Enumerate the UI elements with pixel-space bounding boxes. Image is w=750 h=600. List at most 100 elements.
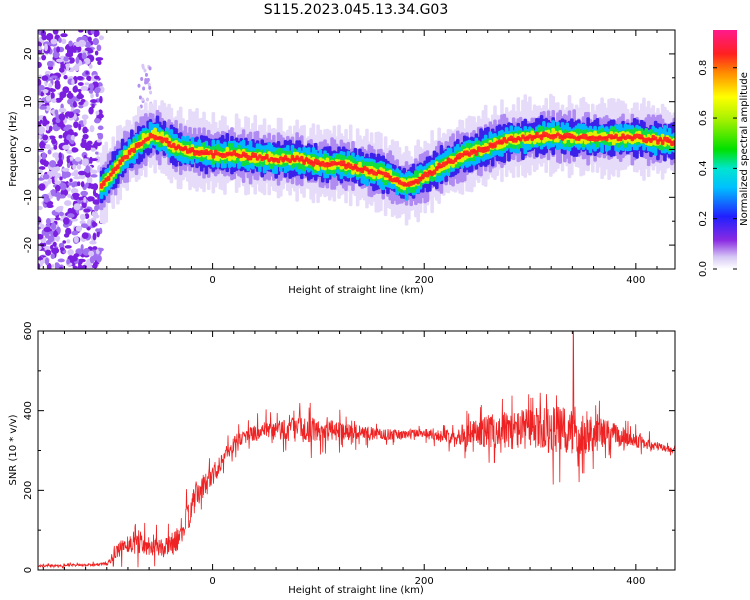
noise-blob	[84, 41, 92, 48]
noise-blob	[50, 75, 58, 79]
noise-blob	[66, 157, 71, 164]
noise-blob	[50, 253, 55, 260]
noise-blob	[99, 95, 103, 104]
noise-blob	[77, 82, 84, 86]
spectrogram-peak-cell	[489, 144, 497, 147]
noise-blob	[56, 58, 64, 63]
noise-blob	[54, 82, 61, 90]
spectrogram-peak-cell	[393, 179, 401, 183]
noise-blob	[66, 258, 71, 265]
noise-blob	[67, 111, 75, 118]
noise-blob	[92, 261, 98, 269]
noise-blob	[39, 119, 43, 124]
noise-blob	[69, 178, 73, 183]
noise-blob	[38, 126, 46, 134]
spectrogram-ridge-cell	[132, 147, 136, 154]
spectrogram-peak-cell	[497, 141, 505, 144]
noise-blob	[38, 45, 43, 52]
noise-blob	[38, 233, 44, 240]
noise-blob	[85, 182, 89, 188]
spectrogram-peak-cell	[594, 136, 602, 139]
noise-blob	[91, 211, 96, 217]
noise-blob	[97, 125, 104, 131]
noise-blob	[51, 138, 57, 145]
spectrogram-ridge-cell	[109, 172, 113, 177]
noise-blob	[71, 78, 75, 86]
noise-blob	[38, 226, 41, 230]
noise-blob	[57, 258, 65, 263]
noise-blob	[50, 189, 56, 197]
noise-blob	[38, 166, 46, 171]
spectrogram-peak-cell	[366, 169, 374, 172]
snr-series-line	[38, 331, 675, 570]
noise-blob	[83, 118, 87, 126]
noise-blob	[95, 151, 99, 155]
noise-blob	[50, 222, 57, 230]
noise-blob	[58, 107, 67, 113]
noise-blob	[89, 240, 97, 245]
spectrogram-ylabel: Frequency (Hz)	[8, 111, 19, 187]
noise-blob	[88, 106, 94, 115]
colorbar-tick-label: 0.4	[698, 160, 709, 176]
noise-blob	[67, 248, 74, 256]
noise-blob	[140, 76, 144, 81]
noise-blob	[40, 259, 45, 265]
noise-blob	[138, 95, 142, 100]
snr-ytick-label: 200	[23, 481, 34, 500]
spectrogram-peak-cell	[218, 152, 226, 156]
noise-blob	[72, 147, 79, 153]
noise-blob	[79, 213, 86, 221]
noise-blob	[68, 40, 73, 47]
spectrogram-peak-cell	[233, 153, 241, 156]
spectrogram-peak-cell	[480, 146, 488, 150]
noise-blob	[55, 118, 61, 124]
spectrogram-ridge-cell	[116, 164, 120, 170]
noise-blob	[46, 201, 53, 208]
snr-xtick-label: 0	[209, 576, 215, 587]
noise-blob	[137, 83, 141, 88]
colorbar-ticks: 0.0 0.2 0.4 0.6 0.8	[698, 60, 737, 277]
noise-blob	[78, 196, 84, 201]
noise-blob	[81, 114, 89, 120]
spectrogram-ytick-label: 20	[23, 48, 34, 61]
noise-blob	[41, 152, 47, 160]
snr-xtick-label: 200	[415, 576, 434, 587]
noise-blob	[59, 247, 65, 252]
noise-blob	[52, 51, 60, 59]
noise-blob	[54, 175, 58, 183]
spectrogram-peak-cell	[195, 150, 203, 154]
noise-blob	[38, 84, 45, 91]
noise-blob	[80, 181, 85, 188]
noise-blob	[47, 149, 52, 155]
noise-blob	[86, 140, 93, 146]
noise-blob	[63, 56, 69, 62]
noise-blob	[90, 30, 95, 34]
noise-blob	[92, 199, 100, 205]
noise-blob	[96, 230, 100, 238]
noise-blob	[91, 103, 95, 109]
spectrogram-peak-cell	[271, 157, 279, 161]
noise-blob	[44, 231, 48, 236]
spectrogram-peak-cell	[351, 166, 359, 169]
noise-blob	[73, 108, 81, 114]
noise-blob	[79, 220, 86, 225]
spectrogram-peak-cell	[471, 150, 479, 153]
noise-blob	[86, 196, 95, 202]
noise-blob	[63, 217, 70, 225]
spectrogram-peak-cell	[435, 166, 443, 169]
noise-blob	[84, 213, 90, 220]
noise-blob	[76, 164, 82, 170]
noise-blob	[67, 193, 72, 198]
noise-blob	[84, 82, 90, 86]
noise-blob	[41, 231, 46, 236]
noise-blob	[144, 72, 148, 77]
noise-blob	[42, 89, 49, 94]
noise-blob	[87, 49, 94, 54]
spectrogram-peak-cell	[181, 147, 189, 151]
noise-blob	[42, 173, 50, 180]
snr-panel: 0 200 400 0 200 400 600 Height of straight lin…	[8, 321, 676, 596]
noise-blob	[55, 97, 62, 103]
spectrogram-ytick-label: 0	[23, 146, 34, 152]
noise-blob	[81, 52, 87, 60]
spectrogram-peak-cell	[281, 157, 289, 161]
